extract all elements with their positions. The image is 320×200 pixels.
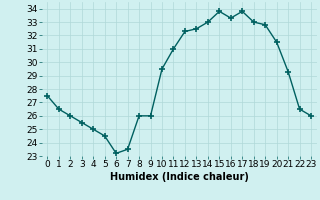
X-axis label: Humidex (Indice chaleur): Humidex (Indice chaleur) [110,172,249,182]
